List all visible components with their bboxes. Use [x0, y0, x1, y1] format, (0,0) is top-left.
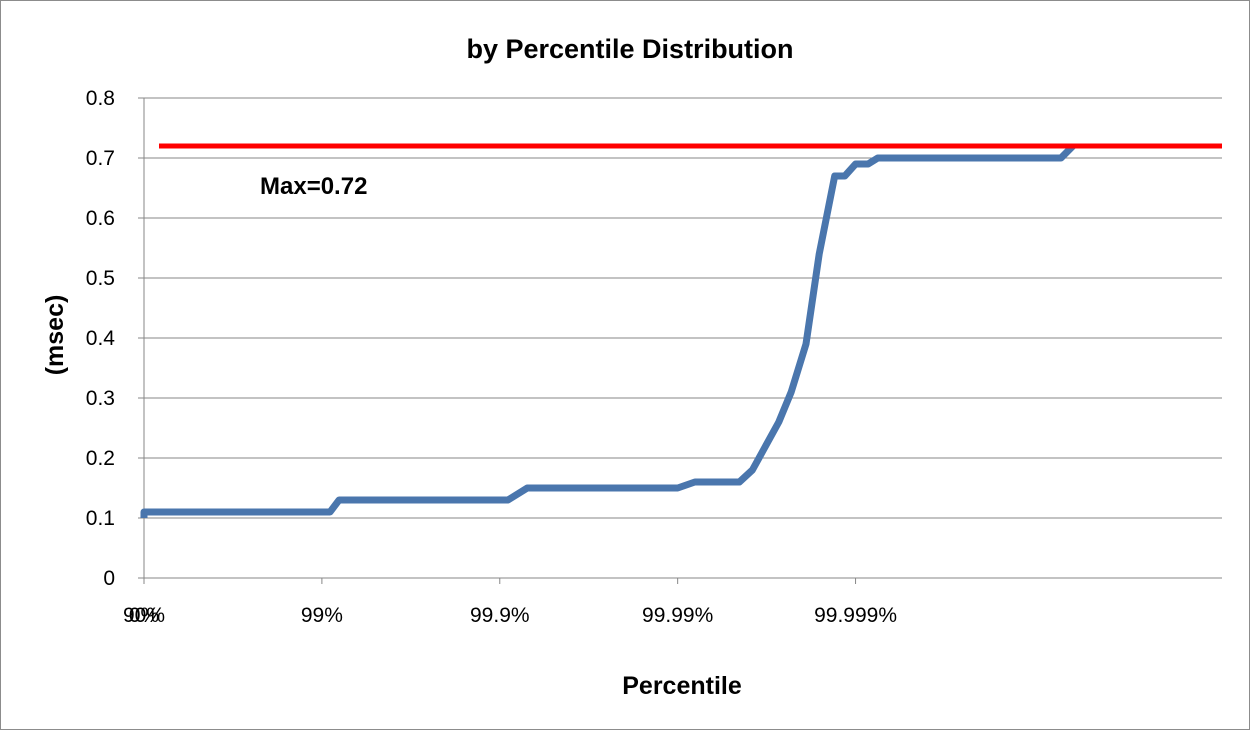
y-tick-label: 0.3 [86, 387, 115, 410]
y-axis-title: (msec) [41, 295, 69, 376]
x-axis-title: Percentile [622, 672, 742, 700]
y-tick-label: 0.4 [86, 327, 116, 350]
series-layer [140, 143, 1076, 518]
x-tick-labels: 0%90% 99% 99.9% 99.99% 99.999% [123, 604, 897, 627]
max-reference: Max=0.72 [159, 143, 1222, 200]
axes [138, 97, 1222, 584]
latency-line [140, 143, 1076, 518]
x-tick-label: 99% [301, 604, 343, 627]
x-tick-label: 90% [123, 604, 165, 627]
y-tick-label: 0.1 [86, 507, 115, 530]
max-annotation: Max=0.72 [260, 173, 367, 200]
x-tick-label: 99.9% [470, 604, 530, 627]
y-tick-label: 0.2 [86, 447, 115, 470]
y-tick-label: 0.8 [86, 87, 115, 110]
x-tick-label: 99.99% [642, 604, 713, 627]
y-tick-label: 0.6 [86, 207, 115, 230]
x-tick-label: 0% [129, 604, 159, 627]
y-tick-label: 0 [103, 567, 115, 590]
chart-title: by Percentile Distribution [466, 34, 793, 64]
y-tick-labels: 0 0.1 0.2 0.3 0.4 0.5 0.6 0.7 0.8 [86, 87, 116, 590]
x-tick-label: 99.999% [814, 604, 897, 627]
y-tick-label: 0.7 [86, 147, 115, 170]
y-tick-label: 0.5 [86, 267, 115, 290]
